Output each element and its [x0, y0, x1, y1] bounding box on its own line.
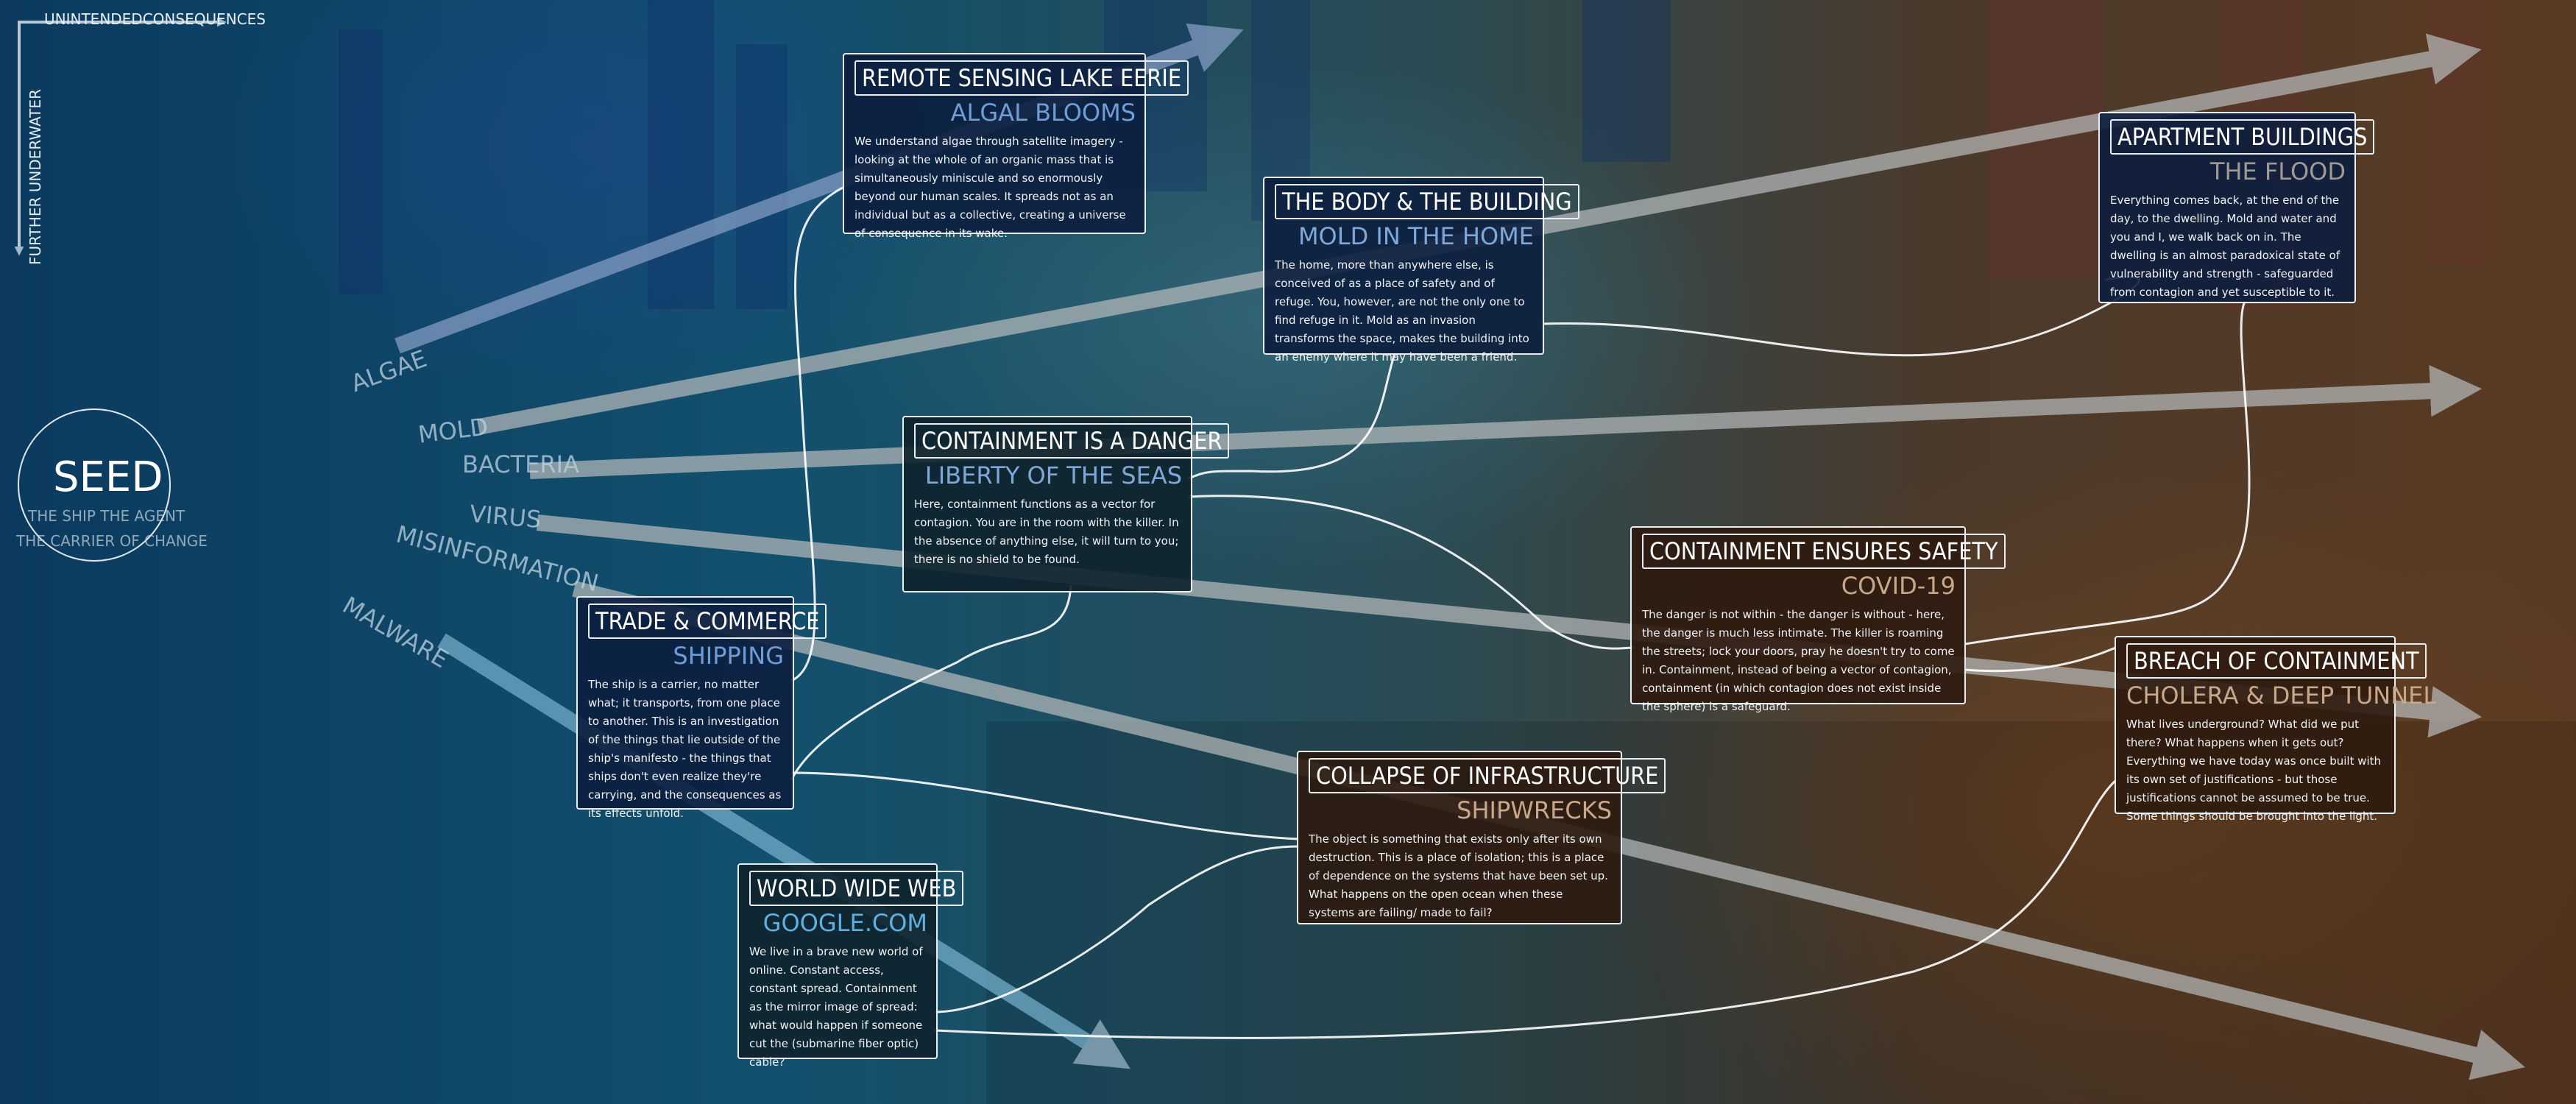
- node-subtitle: SHIPPING: [673, 642, 784, 670]
- node-body-building[interactable]: THE BODY & THE BUILDING MOLD IN THE HOME…: [1263, 177, 1579, 364]
- node-containment-danger[interactable]: CONTAINMENT IS A DANGER LIBERTY OF THE S…: [902, 416, 1230, 592]
- node-title: TRADE & COMMERCE: [588, 604, 827, 639]
- node-body: Everything comes back, at the end of the…: [2110, 194, 2340, 299]
- node-body: The object is something that exists only…: [1309, 832, 1608, 919]
- node-world-wide-web[interactable]: WORLD WIDE WEB GOOGLE.COM We live in a b…: [737, 863, 964, 1069]
- node-title: CONTAINMENT ENSURES SAFETY: [1642, 534, 2006, 569]
- node-subtitle: ALGAL BLOOMS: [950, 99, 1136, 127]
- node-lake-erie[interactable]: REMOTE SENSING LAKE EERIE ALGAL BLOOMS W…: [843, 53, 1189, 240]
- node-subtitle: SHIPWRECKS: [1457, 796, 1612, 824]
- node-containment-safety[interactable]: CONTAINMENT ENSURES SAFETY COVID-19 The …: [1630, 526, 2006, 713]
- node-title: CONTAINMENT IS A DANGER: [914, 423, 1230, 459]
- arrow-malware: [437, 633, 1130, 1069]
- node-subtitle: LIBERTY OF THE SEAS: [924, 461, 1182, 489]
- vertical-label: FURTHER UNDERWATER: [26, 88, 44, 265]
- seed-circle: [18, 408, 171, 562]
- node-subtitle: CHOLERA & DEEP TUNNEL: [2126, 682, 2437, 710]
- seed-line-2: THE CARRIER OF CHANGE: [16, 532, 208, 550]
- node-subtitle: MOLD IN THE HOME: [1298, 222, 1534, 250]
- node-body: We understand algae through satellite im…: [854, 135, 1126, 240]
- node-body: The ship is a carrier, no matter what; i…: [588, 678, 782, 820]
- node-trade-commerce[interactable]: TRADE & COMMERCE SHIPPING The ship is a …: [576, 596, 827, 820]
- node-title: COLLAPSE OF INFRASTRUCTURE: [1309, 758, 1666, 793]
- tag-bacteria: BACTERIA: [462, 450, 579, 478]
- node-subtitle: THE FLOOD: [2209, 158, 2346, 185]
- seed-title: SEED: [53, 453, 163, 501]
- node-subtitle: GOOGLE.COM: [762, 909, 927, 937]
- node-apartment-buildings[interactable]: APARTMENT BUILDINGS THE FLOOD Everything…: [2098, 112, 2375, 303]
- node-body: Here, containment functions as a vector …: [914, 498, 1179, 566]
- node-body: What lives underground? What did we put …: [2126, 718, 2382, 823]
- node-title: REMOTE SENSING LAKE EERIE: [854, 60, 1189, 96]
- seed-line-1: THE SHIP THE AGENT: [28, 507, 185, 525]
- header-arrows: [18, 17, 227, 63]
- node-body: We live in a brave new world of online. …: [749, 945, 923, 1069]
- node-title: APARTMENT BUILDINGS: [2110, 119, 2375, 155]
- node-title: WORLD WIDE WEB: [749, 871, 964, 906]
- node-collapse-infrastructure[interactable]: COLLAPSE OF INFRASTRUCTURE SHIPWRECKS Th…: [1297, 751, 1666, 924]
- node-body: The home, more than anywhere else, is co…: [1275, 258, 1529, 364]
- node-title: BREACH OF CONTAINMENT: [2126, 643, 2427, 679]
- header-title: UNINTENDEDCONSEQUENCES: [44, 10, 266, 28]
- arrow-bacteria: [529, 365, 2483, 479]
- node-breach-containment[interactable]: BREACH OF CONTAINMENT CHOLERA & DEEP TUN…: [2115, 636, 2437, 823]
- node-title: THE BODY & THE BUILDING: [1275, 184, 1579, 219]
- node-subtitle: COVID-19: [1841, 572, 1956, 600]
- node-body: The danger is not within - the danger is…: [1642, 608, 1955, 713]
